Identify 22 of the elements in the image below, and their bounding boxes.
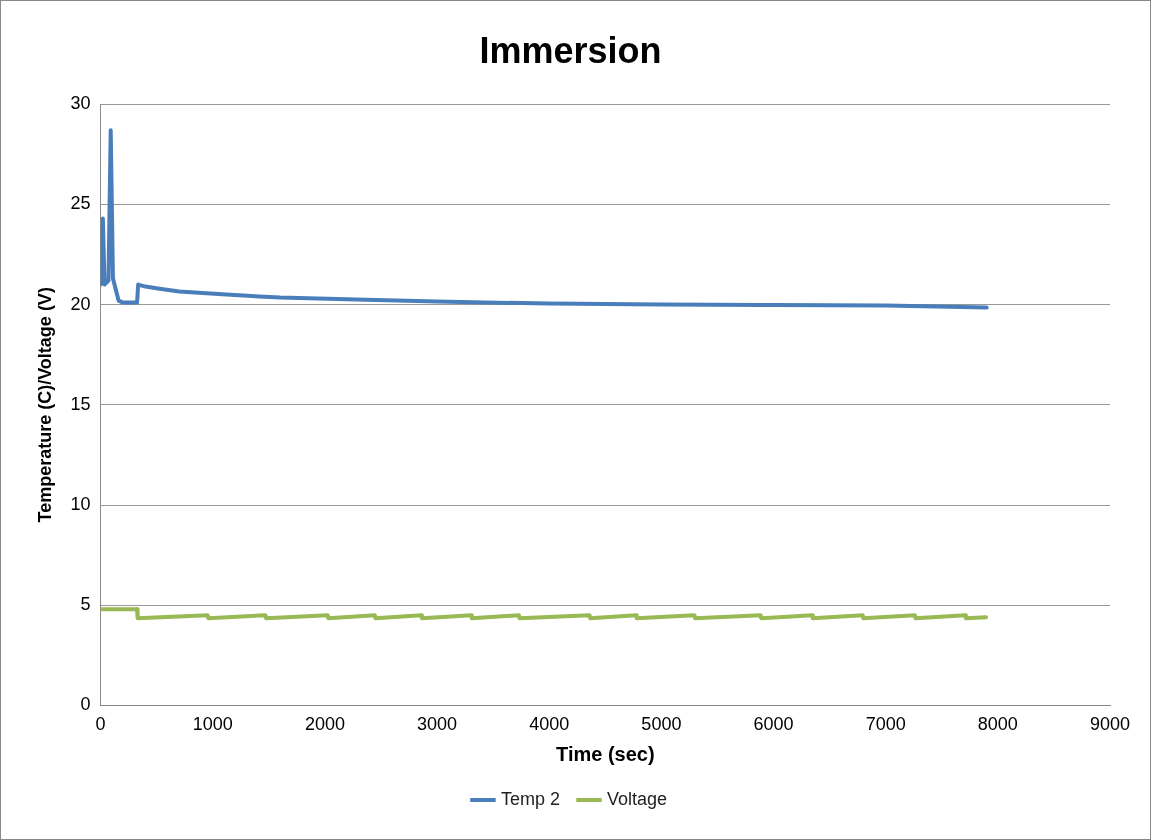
x-tick-label: 1000 bbox=[192, 714, 233, 735]
x-tick-label: 0 bbox=[95, 714, 106, 735]
x-tick-label: 8000 bbox=[977, 714, 1018, 735]
x-axis-title: Time (sec) bbox=[556, 742, 655, 765]
legend-label: Temp 2 bbox=[500, 788, 560, 809]
legend-label: Voltage bbox=[606, 788, 668, 809]
x-tick-label: 9000 bbox=[1089, 714, 1131, 735]
y-tick-label: 10 bbox=[70, 493, 91, 514]
x-tick-label: 3000 bbox=[417, 714, 458, 735]
y-axis-title: Temperature (C)/Voltage (V) bbox=[34, 287, 55, 523]
y-tick-label: 5 bbox=[80, 594, 91, 615]
y-tick-label: 30 bbox=[70, 93, 91, 114]
y-tick-label: 15 bbox=[70, 393, 91, 414]
chart-title: Immersion bbox=[479, 29, 662, 71]
y-tick-label: 20 bbox=[70, 293, 91, 314]
x-tick-label: 5000 bbox=[641, 714, 682, 735]
y-tick-label: 0 bbox=[80, 694, 91, 715]
y-tick-label: 25 bbox=[70, 193, 91, 214]
x-tick-label: 4000 bbox=[529, 714, 570, 735]
x-tick-label: 6000 bbox=[753, 714, 794, 735]
x-tick-label: 7000 bbox=[865, 714, 906, 735]
x-tick-label: 2000 bbox=[304, 714, 345, 735]
